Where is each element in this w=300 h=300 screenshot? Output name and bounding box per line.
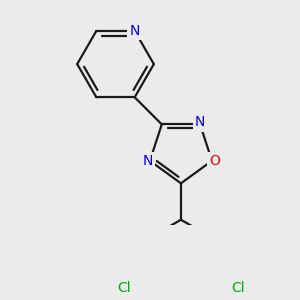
Text: N: N: [130, 24, 140, 38]
Text: N: N: [195, 116, 205, 130]
Text: N: N: [143, 154, 153, 168]
Text: Cl: Cl: [117, 281, 130, 295]
Text: Cl: Cl: [231, 281, 245, 295]
Text: O: O: [210, 154, 220, 168]
